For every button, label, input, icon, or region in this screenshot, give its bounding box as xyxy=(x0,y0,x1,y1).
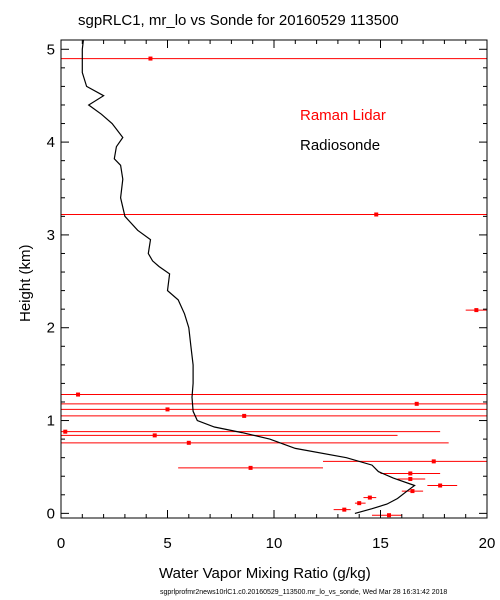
x-tick-label: 5 xyxy=(163,535,171,552)
lidar-point xyxy=(367,495,372,500)
lidar-point xyxy=(474,308,479,313)
footer-note: sgprlprofmr2news10rlC1.c0.20160529_11350… xyxy=(160,589,447,596)
lidar-point xyxy=(431,459,436,464)
x-axis-label: Water Vapor Mixing Ratio (g/kg) xyxy=(159,565,371,582)
y-tick-label: 3 xyxy=(47,227,55,244)
x-tick-label: 10 xyxy=(266,535,283,552)
lidar-point xyxy=(387,513,392,518)
y-tick-label: 5 xyxy=(47,41,55,58)
lidar-point xyxy=(148,56,153,61)
lidar-point xyxy=(408,477,413,482)
lidar-point xyxy=(63,429,68,434)
lidar-point xyxy=(414,401,419,406)
lidar-point xyxy=(152,433,157,438)
lidar-point xyxy=(248,465,253,470)
y-axis-label: Height (km) xyxy=(17,244,34,322)
y-tick-label: 2 xyxy=(47,320,55,337)
lidar-point xyxy=(186,440,191,445)
x-tick-label: 15 xyxy=(372,535,389,552)
y-axis: 0 1 2 3 4 5 xyxy=(47,41,487,522)
plot-frame xyxy=(60,39,488,519)
x-tick-label: 20 xyxy=(479,535,496,552)
radiosonde-profile-line xyxy=(81,39,416,514)
plot-area xyxy=(61,39,487,518)
y-tick-label: 4 xyxy=(47,134,55,151)
lidar-point xyxy=(342,507,347,512)
lidar-point xyxy=(76,392,81,397)
lidar-point xyxy=(438,483,443,488)
chart-title: sgpRLC1, mr_lo vs Sonde for 20160529 113… xyxy=(78,12,399,29)
x-tick-label: 0 xyxy=(57,535,65,552)
lidar-point xyxy=(374,212,379,217)
legend-entry-radiosonde: Radiosonde xyxy=(300,137,380,154)
y-tick-label: 0 xyxy=(47,505,55,522)
lidar-point xyxy=(408,471,413,476)
lidar-point xyxy=(165,407,170,412)
y-tick-label: 1 xyxy=(47,413,55,430)
lidar-point xyxy=(410,489,415,494)
lidar-point xyxy=(242,413,247,418)
x-axis: 0 5 10 15 20 xyxy=(57,40,496,552)
legend-entry-raman-lidar: Raman Lidar xyxy=(300,107,386,124)
lidar-point xyxy=(357,501,362,506)
